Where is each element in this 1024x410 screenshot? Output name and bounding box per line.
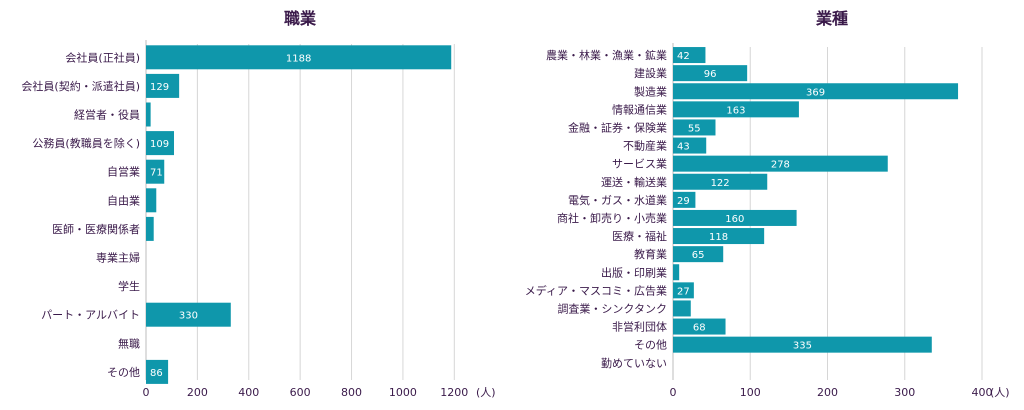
industry-bar bbox=[673, 228, 765, 245]
industry-category-label: その他 bbox=[634, 339, 667, 352]
industry-bar bbox=[673, 191, 696, 208]
occupation-bar-value-label: 129 bbox=[150, 82, 169, 93]
occupation-bar bbox=[146, 216, 154, 241]
industry-bar-value-label: 42 bbox=[677, 51, 690, 62]
industry-category-label: 商社・卸売り・小売業 bbox=[557, 211, 667, 225]
industry-bar-value-label: 122 bbox=[711, 178, 730, 189]
occupation-x-tick-label: 1200 bbox=[440, 386, 468, 399]
industry-chart: 業種 0 100 200 300 400(人) 農業・林業・漁業・鉱業 42 建設業 96 製造業 3… bbox=[525, 9, 1010, 399]
occupation-category-label: 公務員(教職員を除く) bbox=[32, 136, 140, 150]
occupation-x-tick-label: 0 bbox=[143, 386, 150, 399]
industry-x-tick-label: 200 bbox=[817, 386, 838, 399]
occupation-bar bbox=[146, 73, 180, 98]
occupation-bar bbox=[146, 188, 157, 213]
industry-category-label: 不動産業 bbox=[623, 139, 667, 153]
industry-bar bbox=[673, 246, 724, 263]
occupation-bar-value-label: 86 bbox=[150, 368, 163, 379]
occupation-category-label: 経営者・役員 bbox=[74, 108, 140, 122]
industry-bar bbox=[673, 119, 716, 136]
industry-x-unit-label: (人) bbox=[990, 386, 1010, 399]
occupation-bar bbox=[146, 131, 175, 156]
industry-bar-value-label: 27 bbox=[677, 286, 690, 297]
occupation-category-label: 無職 bbox=[118, 336, 140, 350]
occupation-bar-value-label: 1188 bbox=[286, 53, 311, 64]
occupation-chart: 職業 0 200 400 600 800 1000 1200 (人) 会社員(正社員) 1188 会社… bbox=[21, 9, 496, 399]
industry-bar bbox=[673, 137, 707, 154]
industry-category-label: 出版・印刷業 bbox=[601, 265, 667, 279]
industry-bar bbox=[673, 65, 748, 82]
industry-x-tick-label: 0 bbox=[670, 386, 677, 399]
industry-bar bbox=[673, 83, 959, 100]
industry-chart-title: 業種 bbox=[815, 9, 848, 28]
occupation-category-label: 会社員(正社員) bbox=[65, 50, 140, 64]
industry-x-tick-label: 100 bbox=[740, 386, 761, 399]
industry-bar-value-label: 160 bbox=[725, 214, 744, 225]
industry-bar bbox=[673, 318, 726, 335]
industry-bar-value-label: 278 bbox=[771, 160, 790, 171]
industry-category-label: 教育業 bbox=[634, 247, 667, 261]
industry-bar bbox=[673, 336, 932, 353]
industry-category-label: 運送・輸送業 bbox=[601, 175, 667, 189]
industry-bar bbox=[673, 209, 797, 226]
occupation-category-label: 医師・医療関係者 bbox=[52, 222, 140, 236]
industry-bar-value-label: 29 bbox=[677, 196, 690, 207]
industry-category-label: 電気・ガス・水道業 bbox=[568, 193, 667, 207]
occupation-bar bbox=[146, 159, 165, 184]
industry-category-label: 非営利団体 bbox=[612, 320, 667, 334]
industry-category-label: メディア・マスコミ・広告業 bbox=[525, 283, 667, 297]
occupation-bar bbox=[146, 102, 151, 127]
industry-x-tick-label: 400 bbox=[972, 386, 993, 399]
industry-bar-value-label: 369 bbox=[806, 87, 825, 98]
occupation-bar-value-label: 330 bbox=[179, 311, 198, 322]
occupation-category-label: その他 bbox=[107, 366, 140, 379]
occupation-x-tick-label: 800 bbox=[341, 386, 362, 399]
occupation-chart-title: 職業 bbox=[284, 9, 317, 28]
occupation-x-tick-label: 200 bbox=[187, 386, 208, 399]
industry-bar-value-label: 65 bbox=[692, 250, 705, 261]
occupation-bar bbox=[146, 359, 169, 384]
industry-category-label: サービス業 bbox=[612, 158, 667, 171]
industry-category-label: 製造業 bbox=[634, 84, 667, 98]
occupation-x-tick-label: 600 bbox=[290, 386, 311, 399]
industry-category-label: 調査業・シンクタンク bbox=[557, 301, 667, 315]
occupation-x-unit-label: (人) bbox=[476, 386, 496, 399]
industry-category-label: 金融・証券・保険業 bbox=[568, 120, 667, 134]
industry-category-label: 情報通信業 bbox=[612, 103, 667, 116]
industry-category-label: 農業・林業・漁業・鉱業 bbox=[546, 48, 667, 62]
industry-bar-value-label: 68 bbox=[693, 323, 706, 334]
occupation-category-label: 自由業 bbox=[107, 193, 140, 207]
occupation-x-tick-label: 1000 bbox=[389, 386, 417, 399]
industry-bar-value-label: 55 bbox=[688, 123, 701, 134]
industry-bar-value-label: 118 bbox=[709, 232, 728, 243]
occupation-category-label: 会社員(契約・派遣社員) bbox=[21, 79, 140, 93]
industry-bar bbox=[673, 282, 694, 299]
industry-bar bbox=[673, 173, 768, 190]
industry-bar bbox=[673, 264, 680, 281]
occupation-category-label: パート・アルバイト bbox=[41, 309, 140, 322]
occupation-category-label: 自営業 bbox=[107, 165, 140, 179]
industry-bar-value-label: 43 bbox=[677, 142, 690, 153]
occupation-bar-value-label: 71 bbox=[150, 168, 163, 179]
occupation-bar bbox=[146, 45, 452, 70]
industry-category-label: 医療・福祉 bbox=[612, 229, 667, 243]
industry-bar bbox=[673, 47, 706, 64]
industry-bar bbox=[673, 300, 691, 317]
occupation-category-label: 専業主婦 bbox=[96, 251, 140, 265]
occupation-x-tick-label: 400 bbox=[238, 386, 259, 399]
industry-bar-value-label: 335 bbox=[793, 341, 812, 352]
industry-category-label: 勤めていない bbox=[601, 357, 667, 370]
industry-bar-value-label: 96 bbox=[704, 69, 717, 80]
industry-bar-value-label: 163 bbox=[726, 105, 745, 116]
industry-x-tick-label: 300 bbox=[894, 386, 915, 399]
industry-bar bbox=[673, 155, 888, 172]
occupation-bar bbox=[146, 302, 231, 327]
occupation-bar-value-label: 109 bbox=[150, 139, 169, 150]
industry-bar bbox=[673, 101, 799, 118]
occupation-category-label: 学生 bbox=[118, 279, 140, 293]
industry-category-label: 建設業 bbox=[634, 66, 667, 80]
